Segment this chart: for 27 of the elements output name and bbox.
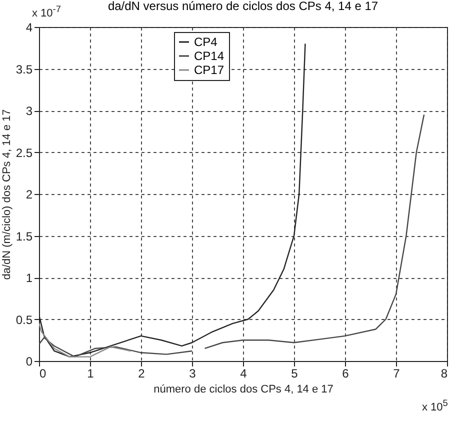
x-tick-label: 2 — [138, 366, 146, 380]
x-tick-label: 0 — [40, 366, 46, 380]
x-tick-label: 7 — [393, 366, 400, 380]
y-tick-label: 1.5 — [16, 229, 33, 244]
y-tick-label: 2.5 — [16, 146, 33, 160]
y-tick-label: 1 — [26, 271, 33, 285]
y-tick-label: 0.5 — [16, 312, 33, 327]
y-axis-title: da/dN (m/ciclo) dos CPs 4, 14 e 17 — [0, 109, 13, 280]
y-tick-label: 0 — [26, 354, 33, 368]
x-tick-label: 8 — [440, 366, 448, 380]
y-tick-label: 4 — [26, 20, 33, 34]
x-axis-title: número de ciclos dos CPs 4, 14 e 17 — [154, 384, 334, 396]
chart-title: da/dN versus número de ciclos dos CPs 4, 14 e 17 — [108, 0, 378, 13]
y-tick-label: 3.5 — [16, 62, 33, 76]
legend-label: CP14 — [194, 49, 224, 63]
text: x 10$^{-7}$ — [32, 4, 61, 20]
x-tick-label: 1 — [87, 366, 94, 380]
x-tick-label: 6 — [342, 366, 350, 380]
text: x 10$^{5}$ — [422, 398, 448, 414]
legend-label: CP17 — [194, 63, 224, 77]
y-tick-label: 3 — [26, 104, 33, 118]
y-tick-label: 2 — [26, 188, 33, 202]
x-tick-label: 4 — [240, 366, 248, 380]
x-tick-label: 3 — [189, 366, 196, 380]
legend-label: CP4 — [194, 35, 218, 49]
x-tick-label: 5 — [291, 366, 298, 380]
line-series — [39, 322, 132, 358]
